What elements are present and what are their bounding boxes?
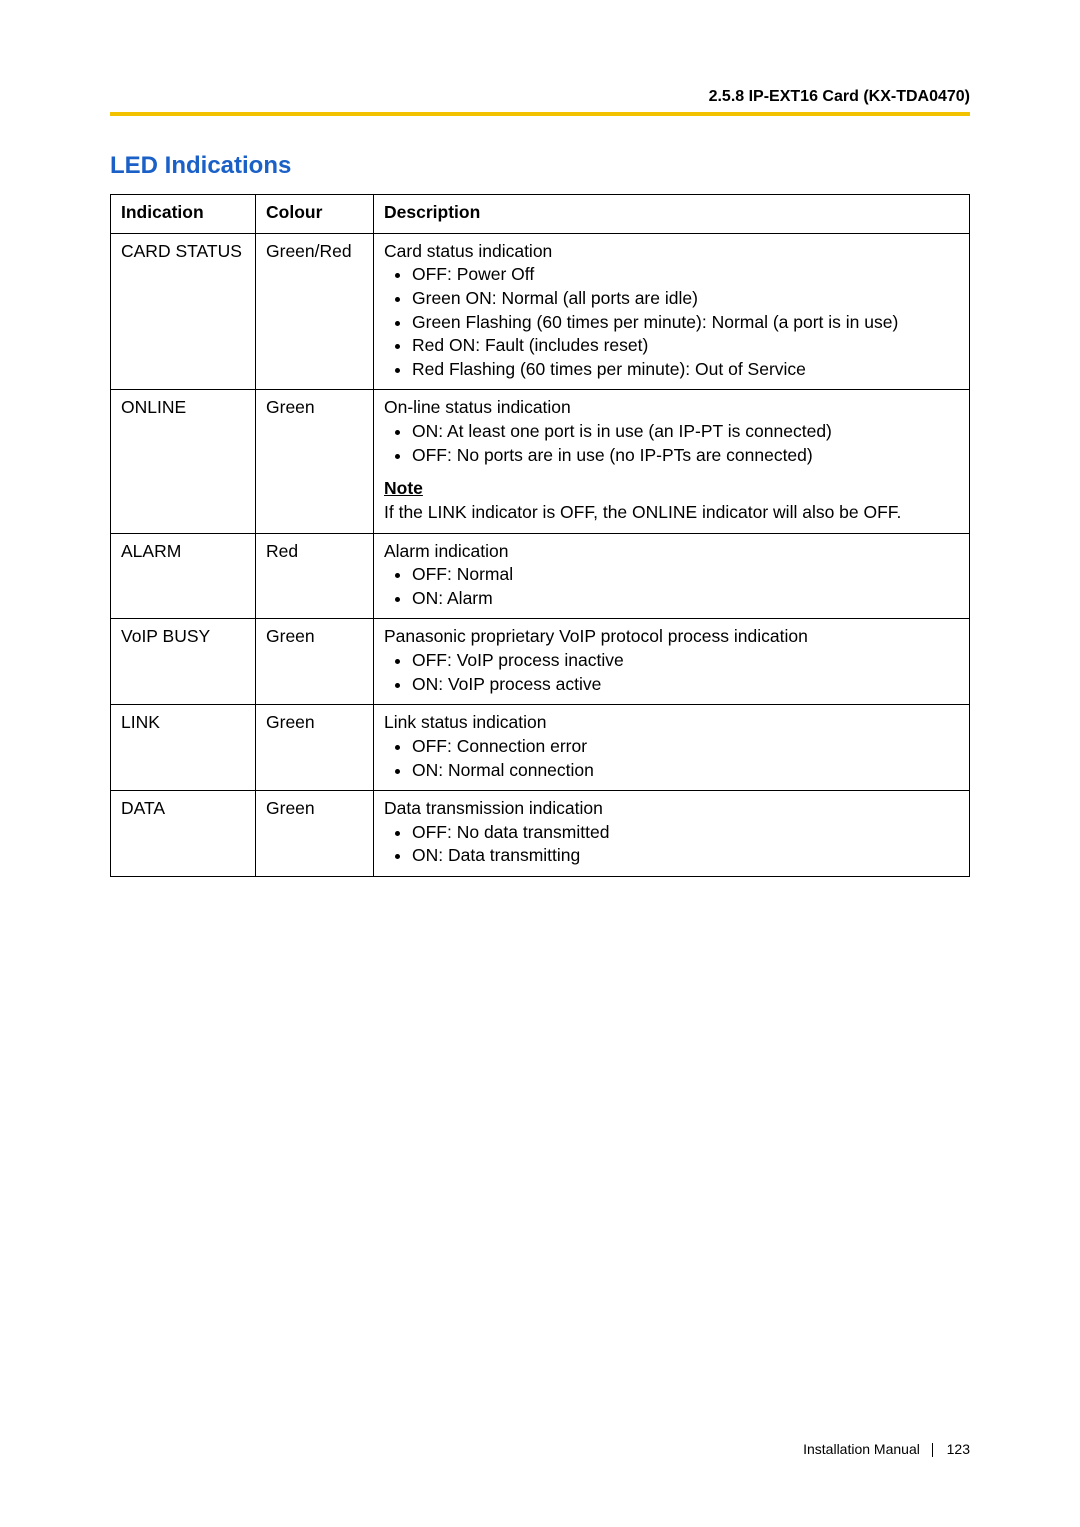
cell-colour: Green	[256, 791, 374, 877]
desc-lead: Link status indication	[384, 712, 546, 732]
cell-indication: VoIP BUSY	[111, 619, 256, 705]
bullet: Red ON: Fault (includes reset)	[412, 334, 959, 358]
page: 2.5.8 IP-EXT16 Card (KX-TDA0470) LED Ind…	[0, 0, 1080, 877]
cell-colour: Red	[256, 533, 374, 619]
cell-indication: ONLINE	[111, 390, 256, 533]
bullet: ON: Normal connection	[412, 759, 959, 783]
desc-lead: Data transmission indication	[384, 798, 603, 818]
bullet: ON: VoIP process active	[412, 673, 959, 697]
footer-separator	[932, 1443, 933, 1457]
section-title: LED Indications	[110, 152, 970, 180]
bullet: ON: Alarm	[412, 587, 959, 611]
desc-bullets: OFF: VoIP process inactive ON: VoIP proc…	[384, 649, 959, 696]
bullet: OFF: Normal	[412, 563, 959, 587]
col-colour: Colour	[256, 195, 374, 234]
bullet: ON: Data transmitting	[412, 844, 959, 868]
cell-description: Alarm indication OFF: Normal ON: Alarm	[374, 533, 970, 619]
table-header-row: Indication Colour Description	[111, 195, 970, 234]
table-row: LINK Green Link status indication OFF: C…	[111, 705, 970, 791]
desc-lead: Card status indication	[384, 241, 552, 261]
col-description: Description	[374, 195, 970, 234]
cell-colour: Green	[256, 619, 374, 705]
desc-lead: Panasonic proprietary VoIP protocol proc…	[384, 626, 808, 646]
cell-description: On-line status indication ON: At least o…	[374, 390, 970, 533]
cell-description: Panasonic proprietary VoIP protocol proc…	[374, 619, 970, 705]
bullet: OFF: VoIP process inactive	[412, 649, 959, 673]
desc-lead: Alarm indication	[384, 541, 509, 561]
bullet: OFF: No data transmitted	[412, 821, 959, 845]
cell-colour: Green/Red	[256, 233, 374, 390]
led-table: Indication Colour Description CARD STATU…	[110, 194, 970, 877]
cell-description: Data transmission indication OFF: No dat…	[374, 791, 970, 877]
cell-colour: Green	[256, 390, 374, 533]
cell-description: Card status indication OFF: Power Off Gr…	[374, 233, 970, 390]
footer-label: Installation Manual	[803, 1441, 920, 1457]
table-row: VoIP BUSY Green Panasonic proprietary Vo…	[111, 619, 970, 705]
table-row: DATA Green Data transmission indication …	[111, 791, 970, 877]
table-row: ONLINE Green On-line status indication O…	[111, 390, 970, 533]
bullet: OFF: No ports are in use (no IP-PTs are …	[412, 444, 959, 468]
desc-lead: On-line status indication	[384, 397, 571, 417]
bullet: ON: At least one port is in use (an IP-P…	[412, 420, 959, 444]
desc-bullets: OFF: Connection error ON: Normal connect…	[384, 735, 959, 782]
cell-indication: DATA	[111, 791, 256, 877]
cell-description: Link status indication OFF: Connection e…	[374, 705, 970, 791]
cell-indication: LINK	[111, 705, 256, 791]
bullet: Green ON: Normal (all ports are idle)	[412, 287, 959, 311]
note-text: If the LINK indicator is OFF, the ONLINE…	[384, 502, 901, 522]
desc-bullets: OFF: No data transmitted ON: Data transm…	[384, 821, 959, 868]
cell-indication: ALARM	[111, 533, 256, 619]
col-indication: Indication	[111, 195, 256, 234]
desc-bullets: OFF: Normal ON: Alarm	[384, 563, 959, 610]
footer-page-number: 123	[947, 1441, 970, 1457]
desc-bullets: OFF: Power Off Green ON: Normal (all por…	[384, 263, 959, 381]
table-row: CARD STATUS Green/Red Card status indica…	[111, 233, 970, 390]
bullet: OFF: Power Off	[412, 263, 959, 287]
desc-bullets: ON: At least one port is in use (an IP-P…	[384, 420, 959, 467]
table-row: ALARM Red Alarm indication OFF: Normal O…	[111, 533, 970, 619]
page-footer: Installation Manual 123	[803, 1441, 970, 1457]
cell-indication: CARD STATUS	[111, 233, 256, 390]
bullet: Red Flashing (60 times per minute): Out …	[412, 358, 959, 382]
bullet: OFF: Connection error	[412, 735, 959, 759]
note-label: Note	[384, 477, 959, 501]
cell-colour: Green	[256, 705, 374, 791]
header-breadcrumb: 2.5.8 IP-EXT16 Card (KX-TDA0470)	[110, 88, 970, 116]
bullet: Green Flashing (60 times per minute): No…	[412, 311, 959, 335]
